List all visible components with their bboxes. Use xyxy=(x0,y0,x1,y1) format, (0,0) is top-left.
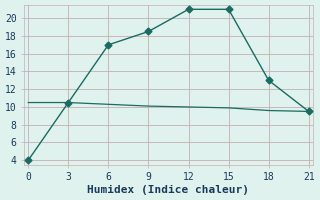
X-axis label: Humidex (Indice chaleur): Humidex (Indice chaleur) xyxy=(87,185,250,195)
